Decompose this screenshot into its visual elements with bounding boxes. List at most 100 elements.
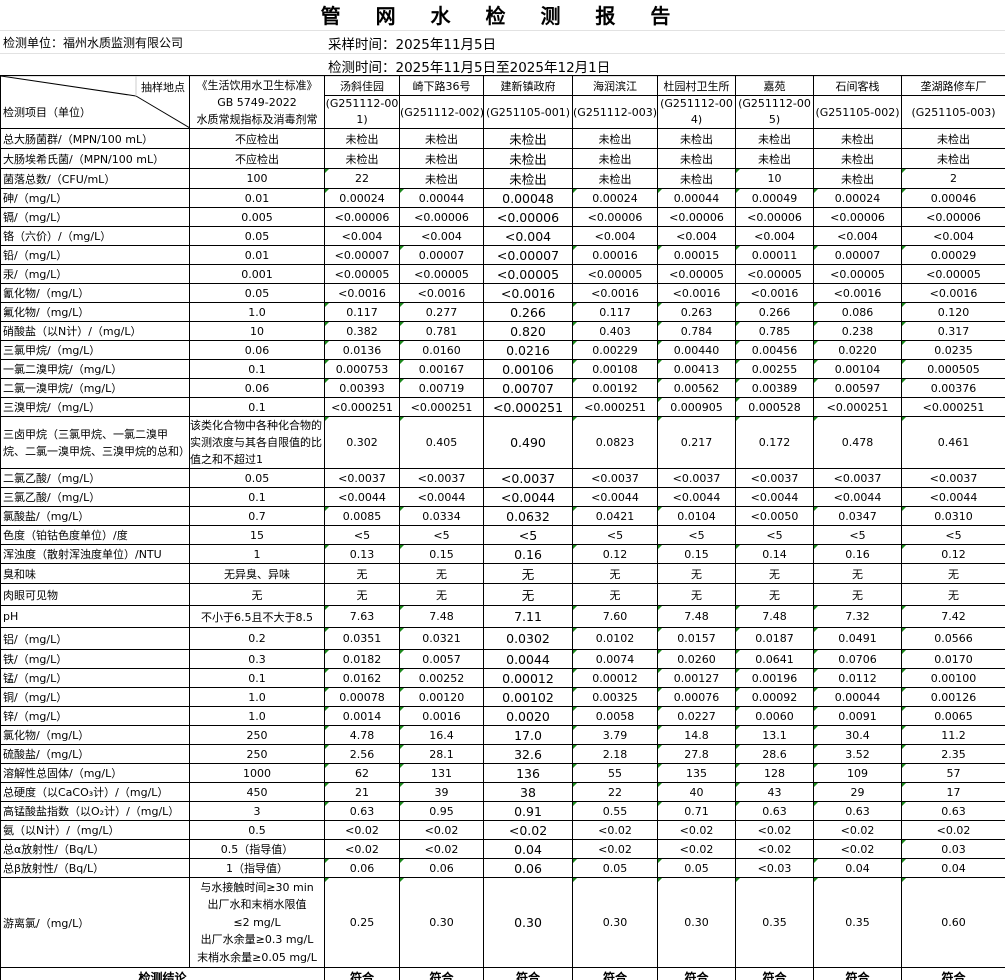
result-value: 7.11 [483, 605, 573, 628]
table-row: 一氯二溴甲烷/（mg/L） 0.1 0.000753 0.00167 0.00106 0.… [0, 359, 1005, 379]
diagonal-header-cell: 抽样地点 检测项目（单位） [0, 75, 190, 129]
result-value: <5 [399, 525, 484, 545]
conclusion-value: 符合 [324, 967, 400, 980]
result-value: 0.0014 [324, 706, 400, 726]
item-name: 三氯甲烷/（mg/L） [0, 340, 190, 360]
table-row: 浑浊度（散射浑浊度单位）/NTU 1 0.13 0.15 0.16 0.12 0.15 0.1… [0, 544, 1005, 564]
result-value: 未检出 [657, 168, 736, 189]
result-value: 0.0220 [813, 340, 902, 360]
table-row: 总β放射性/（Bq/L） 1（指导值） 0.06 0.06 0.06 0.05 0.05 <0… [0, 858, 1005, 878]
standard-header: 《生活饮用水卫生标准》 GB 5749-2022 水质常规指标及消毒剂常 [189, 75, 325, 129]
result-value: 未检出 [483, 128, 573, 149]
result-value: 7.42 [901, 605, 1005, 628]
result-value: 7.63 [324, 605, 400, 628]
result-value: 0.00325 [572, 687, 658, 707]
standard-limit: 不小于6.5且不大于8.5 [189, 605, 325, 628]
result-value: <0.004 [324, 226, 400, 246]
standard-limit: 0.1 [189, 397, 325, 417]
result-value: 无 [572, 583, 658, 606]
result-value: 0.00104 [813, 359, 902, 379]
result-value: 135 [657, 763, 736, 783]
standard-line: 与水接触时间≥30 min [200, 880, 314, 894]
result-value: 0.0058 [572, 706, 658, 726]
standard-limit: 0.7 [189, 506, 325, 526]
result-value: 0.172 [735, 416, 814, 469]
result-value: <0.00006 [483, 207, 573, 227]
result-value: 131 [399, 763, 484, 783]
item-name: 总β放射性/（Bq/L） [0, 858, 190, 878]
result-value: 3.79 [572, 725, 658, 745]
result-value: 32.6 [483, 744, 573, 764]
table-row: 大肠埃希氏菌/（MPN/100 mL） 不应检出 未检出 未检出 未检出 未检出 未检出 未检… [0, 148, 1005, 169]
result-value: <5 [483, 525, 573, 545]
result-value: <0.02 [483, 820, 573, 840]
result-value: 0.00120 [399, 687, 484, 707]
result-value: <0.02 [735, 820, 814, 840]
standard-line: 出厂水和末梢水限值 [207, 898, 307, 912]
result-value: 0.382 [324, 321, 400, 341]
result-value: 0.0187 [735, 627, 814, 650]
result-value: 0.117 [572, 302, 658, 322]
result-value: 0.0170 [901, 649, 1005, 669]
result-value: <0.00005 [483, 264, 573, 284]
result-value: 0.00029 [901, 245, 1005, 265]
result-value: 0.00252 [399, 668, 484, 688]
item-name: 二氯乙酸/（mg/L） [0, 468, 190, 488]
result-value: 0.0065 [901, 706, 1005, 726]
standard-limit: 0.3 [189, 649, 325, 669]
item-name: 菌落总数/（CFU/mL） [0, 168, 190, 189]
result-value: 0.63 [324, 801, 400, 821]
result-value: 0.0632 [483, 506, 573, 526]
standard-limit: 0.001 [189, 264, 325, 284]
result-value: 0.00007 [813, 245, 902, 265]
result-value: 0.0302 [483, 627, 573, 650]
result-value: 0.0104 [657, 506, 736, 526]
result-value: <0.03 [735, 858, 814, 878]
item-name: 三卤甲烷（三氯甲烷、一氯二溴甲烷、二氯一溴甲烷、三溴甲烷的总和） [0, 416, 190, 469]
result-value: 0.30 [399, 877, 484, 968]
result-value: 0.00376 [901, 378, 1005, 398]
result-value: <0.004 [399, 226, 484, 246]
result-value: <0.004 [735, 226, 814, 246]
result-value: <0.00006 [735, 207, 814, 227]
result-value: 0.30 [483, 877, 573, 968]
result-value: 28.1 [399, 744, 484, 764]
result-value: <0.004 [483, 226, 573, 246]
sample-code: (G251105-002) [813, 95, 902, 129]
result-value: 0.0260 [657, 649, 736, 669]
table-row: 锌/（mg/L） 1.0 0.0014 0.0016 0.0020 0.0058 0.022… [0, 706, 1005, 726]
conclusion-value: 符合 [483, 967, 573, 980]
result-value: 未检出 [813, 128, 902, 149]
result-value: <0.0016 [813, 283, 902, 303]
result-value: 17 [901, 782, 1005, 802]
result-value: <0.0044 [324, 487, 400, 507]
result-value: 0.00012 [483, 668, 573, 688]
result-value: 0.00024 [813, 188, 902, 208]
result-value: 无 [901, 583, 1005, 606]
result-value: 未检出 [901, 148, 1005, 169]
result-value: 无 [735, 563, 814, 584]
item-name: 色度（铂钴色度单位）/度 [0, 525, 190, 545]
table-row: 游离氯/（mg/L） 与水接触时间≥30 min 出厂水和末梢水限值 ≤2 mg/L 出… [0, 877, 1005, 968]
result-value: 14.8 [657, 725, 736, 745]
result-value: 0.238 [813, 321, 902, 341]
table-row: 溶解性总固体/（mg/L） 1000 62 131 136 55 135 128 109 57 [0, 763, 1005, 783]
item-name: 三氯乙酸/（mg/L） [0, 487, 190, 507]
item-name: 铬（六价）/（mg/L） [0, 226, 190, 246]
item-name: 高锰酸盐指数（以O₂计）/（mg/L） [0, 801, 190, 821]
result-value: 0.00108 [572, 359, 658, 379]
result-value: <0.0037 [901, 468, 1005, 488]
item-name: 砷/（mg/L） [0, 188, 190, 208]
item-name: 大肠埃希氏菌/（MPN/100 mL） [0, 148, 190, 169]
result-value: 0.00007 [399, 245, 484, 265]
result-value: 0.820 [483, 321, 573, 341]
result-value: 未检出 [399, 128, 484, 149]
item-label: 检测项目（单位） [3, 106, 91, 119]
result-value: 0.00076 [657, 687, 736, 707]
result-value: 0.00044 [657, 188, 736, 208]
result-value: 0.00440 [657, 340, 736, 360]
result-value: <0.00005 [813, 264, 902, 284]
result-value: 38 [483, 782, 573, 802]
result-value: 2 [901, 168, 1005, 189]
result-value: <0.0016 [483, 283, 573, 303]
